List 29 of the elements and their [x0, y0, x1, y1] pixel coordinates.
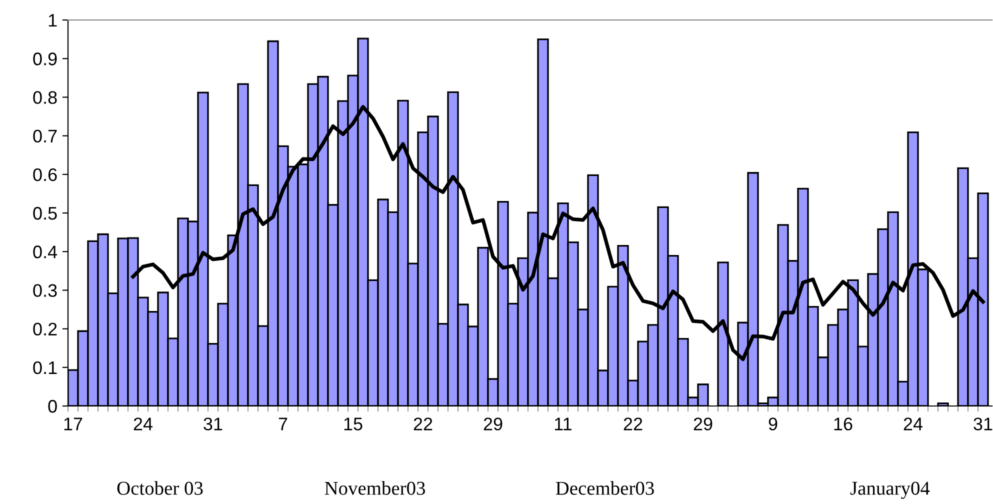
x-tick-label: 15 — [344, 418, 362, 430]
x-tick-label: 31 — [204, 418, 222, 430]
x-tick-label: 22 — [414, 418, 432, 430]
text: January04 — [850, 482, 930, 499]
y-tick-label: 1 — [48, 14, 57, 27]
x-tick-label: 17 — [64, 418, 82, 430]
y-tick-label: 0 — [48, 400, 57, 413]
y-tick-label: 0.8 — [33, 91, 57, 104]
x-tick-label: 22 — [624, 418, 642, 430]
x-tick-label: 16 — [834, 418, 852, 430]
x-tick-label: 11 — [555, 418, 572, 430]
x-tick-label: 24 — [134, 418, 153, 430]
y-tick-label: 0.6 — [33, 168, 57, 182]
x-tick-label: 29 — [694, 418, 712, 430]
x-tick-label: 24 — [904, 418, 923, 430]
y-tick-label: 0.5 — [33, 206, 57, 220]
y-tick-label: 0.3 — [33, 284, 57, 297]
x-tick-label: 31 — [974, 418, 992, 430]
y-tick-label: 0.7 — [33, 130, 57, 143]
text: November03 — [324, 481, 425, 495]
y-tick-label: 0.1 — [33, 361, 57, 374]
y-tick-label: 0.4 — [33, 246, 58, 258]
x-tick-label: 29 — [484, 418, 502, 430]
x-tick-label: 9 — [768, 418, 778, 430]
x-tick-label: 7 — [278, 418, 288, 430]
y-tick-label: 0.9 — [33, 52, 57, 66]
y-tick-label: 0.2 — [33, 322, 57, 336]
text: October 03 — [117, 481, 203, 495]
text: December03 — [556, 481, 654, 495]
